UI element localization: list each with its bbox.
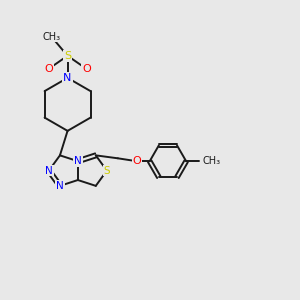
Text: S: S [64,51,71,61]
Text: CH₃: CH₃ [203,156,221,166]
Text: N: N [63,73,72,83]
Text: N: N [56,181,64,191]
Text: CH₃: CH₃ [42,32,60,42]
Text: O: O [44,64,53,74]
Text: O: O [82,64,91,74]
Text: N: N [74,156,82,166]
Text: N: N [45,166,53,176]
Text: S: S [103,166,110,176]
Text: O: O [133,156,141,166]
